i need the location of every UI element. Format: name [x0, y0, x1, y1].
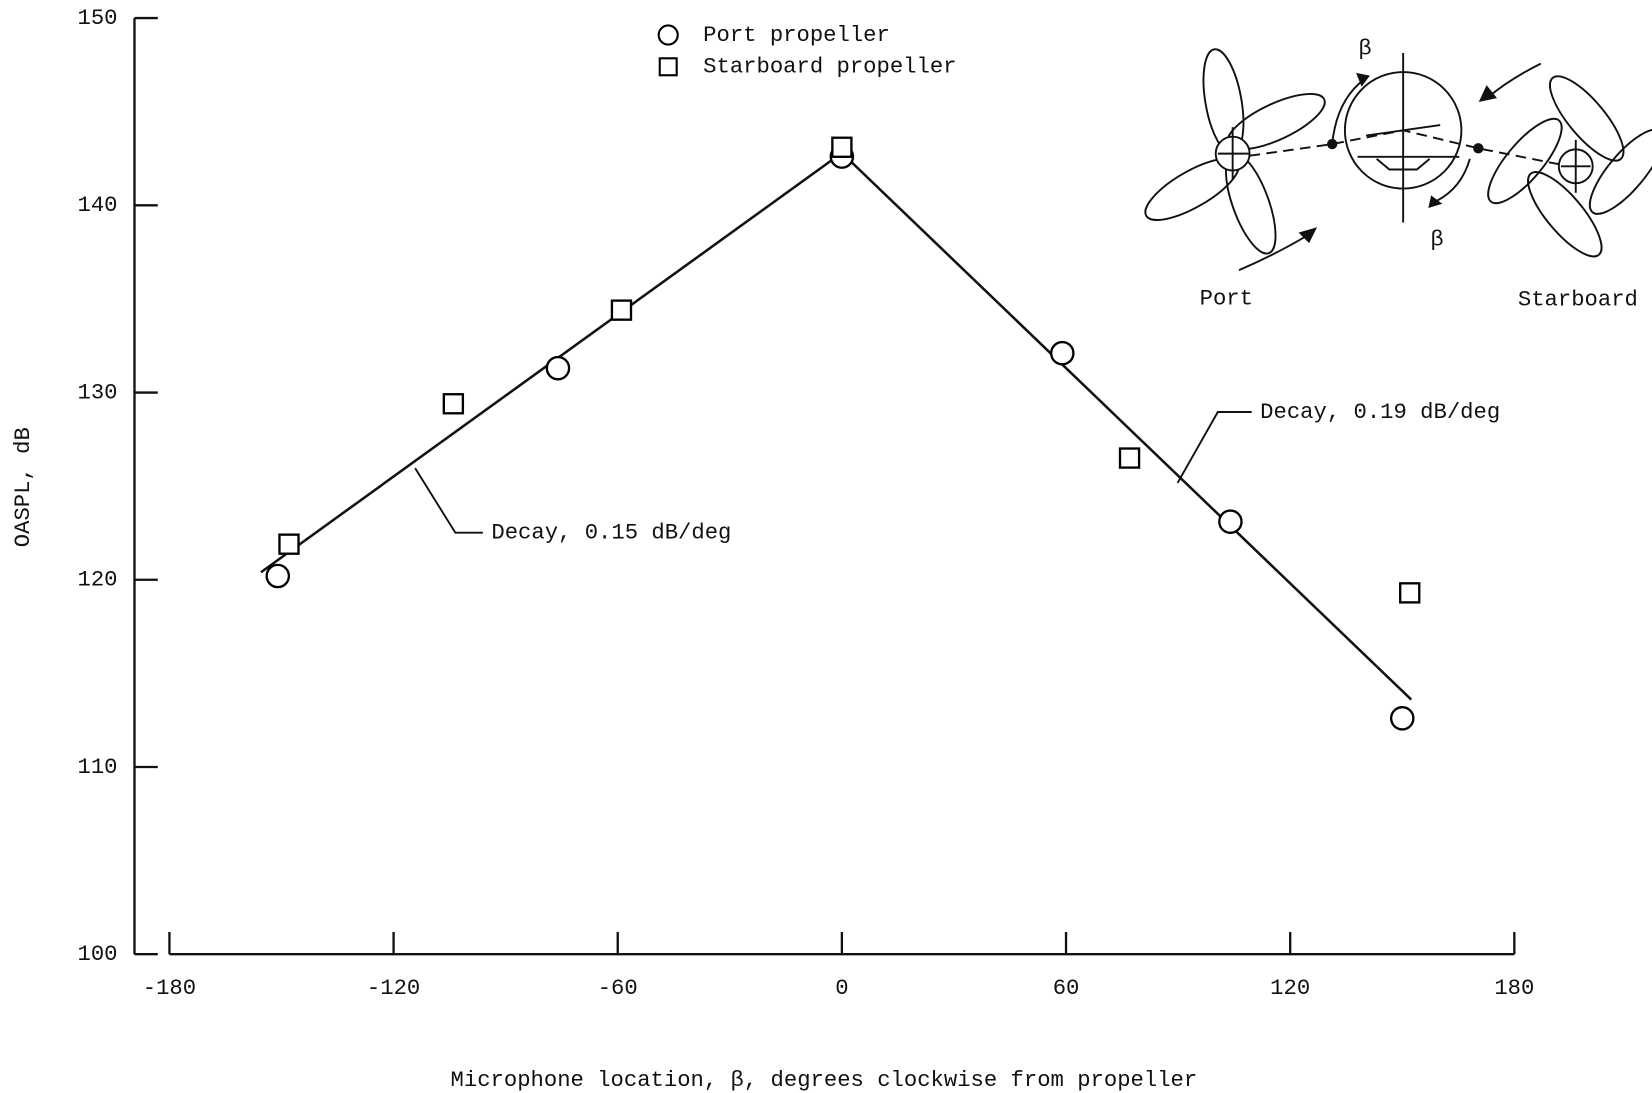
x-tick-label: 120: [1270, 975, 1310, 1001]
y-tick-label: 130: [78, 379, 118, 405]
y-axis-label: OASPL, dB: [10, 427, 36, 547]
legend-label: Port propeller: [703, 22, 890, 48]
data-point: [442, 393, 465, 415]
x-tick-label: -180: [143, 975, 196, 1001]
y-tick-label: 150: [78, 5, 118, 31]
inset-diagram: β β Port Starboard: [1144, 36, 1652, 313]
data-point: [278, 533, 300, 555]
annotation-leader: [414, 467, 483, 534]
data-point: [545, 355, 571, 381]
y-tick-label: 140: [78, 192, 118, 218]
y-tick-label: 120: [78, 567, 118, 593]
data-point: [610, 299, 633, 321]
x-tick-label: 180: [1494, 975, 1534, 1001]
starboard-label: Starboard: [1518, 287, 1638, 313]
data-point: [1050, 340, 1075, 366]
data-point: [1389, 706, 1415, 731]
angle-label: β: [1358, 36, 1371, 62]
y-tick-label: 110: [78, 754, 118, 780]
annotation: Decay, 0.19 dB/deg: [1260, 399, 1500, 425]
data-point: [1399, 582, 1421, 604]
legend-marker: [657, 24, 679, 46]
legend-marker: [658, 57, 678, 77]
data-point: [1118, 447, 1141, 469]
annotation: Decay, 0.15 dB/deg: [491, 520, 731, 546]
x-tick-label: 60: [1053, 975, 1080, 1001]
data-point: [1218, 509, 1243, 534]
data-point: [265, 563, 291, 589]
x-axis-label: Microphone location, β, degrees clockwis…: [451, 1067, 1198, 1093]
annotation-leader: [1176, 411, 1252, 484]
legend-label: Starboard propeller: [703, 54, 956, 80]
angle-label: β: [1430, 226, 1443, 252]
port-label: Port: [1200, 286, 1253, 312]
x-tick-label: 0: [835, 975, 848, 1001]
y-tick-label: 100: [78, 941, 118, 967]
data-point: [831, 136, 853, 158]
x-tick-label: -120: [367, 975, 420, 1001]
x-tick-label: -60: [598, 975, 638, 1001]
fit-line: [841, 151, 1413, 701]
